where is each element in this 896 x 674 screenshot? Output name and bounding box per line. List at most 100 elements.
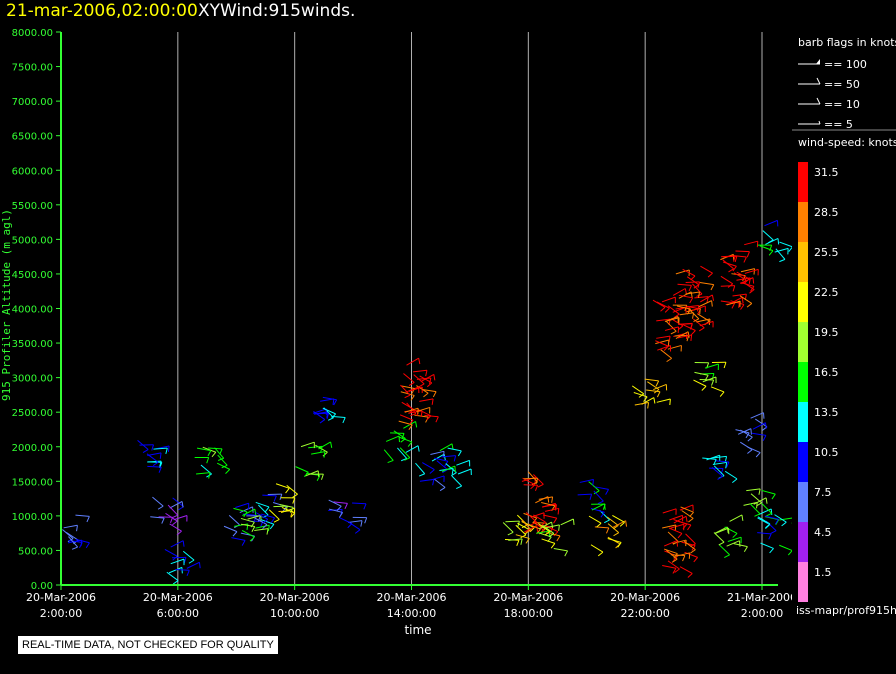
wind-barb-flag: [653, 397, 656, 404]
y-tick-label: 500.00: [18, 546, 53, 557]
wind-barb: [702, 457, 717, 460]
wind-barb: [147, 465, 162, 468]
wind-barb-flag: [208, 472, 211, 479]
wind-barb-flag: [746, 251, 750, 258]
wind-barb: [740, 268, 755, 273]
wind-barb: [456, 459, 470, 466]
wind-barb: [169, 523, 182, 532]
wind-barb: [710, 386, 725, 393]
wind-barb-flag: [431, 398, 434, 405]
wind-barb-flag: [161, 517, 165, 524]
y-tick-label: 8000.00: [12, 28, 53, 39]
wind-barb-flag: [151, 444, 154, 451]
wind-barb: [311, 451, 325, 455]
wind-barb: [774, 247, 789, 253]
wind-barb: [560, 518, 574, 526]
wind-barb: [393, 430, 406, 439]
wind-barb: [424, 414, 439, 418]
wind-barb-flag: [520, 538, 523, 545]
wind-barb: [328, 499, 342, 507]
wind-barb-flag: [254, 508, 257, 516]
wind-barb-flag: [572, 518, 575, 526]
wind-barb-flag: [724, 554, 730, 558]
wind-barb-flag: [605, 527, 610, 534]
wind-barb-flag: [342, 417, 346, 424]
wind-barb-flag: [686, 335, 690, 342]
wind-barb-flag: [268, 525, 270, 532]
wind-barb-flag: [719, 391, 725, 397]
wind-barb: [733, 543, 748, 548]
wind-barb: [677, 283, 692, 286]
wind-barb-flag: [690, 323, 693, 330]
wind-barb-flag: [762, 435, 767, 441]
wind-barb-flag: [404, 457, 411, 461]
barb-legend-items: == 100 == 50 == 10 == 5: [798, 58, 867, 131]
wind-barb-flag: [750, 286, 755, 292]
wind-barb: [726, 300, 741, 306]
wind-barb-flag: [167, 445, 170, 452]
wind-barb: [166, 571, 179, 581]
y-axis-title: 915 Profiler Altitude (m agl): [0, 209, 13, 401]
wind-barb: [685, 291, 700, 295]
wind-barb: [457, 468, 472, 475]
wind-barb-flag: [619, 521, 625, 527]
wind-barb: [527, 523, 541, 530]
wind-barb: [217, 454, 228, 466]
wind-barb-flag: [410, 395, 415, 401]
wind-barb: [305, 470, 319, 477]
y-tick-label: 7500.00: [12, 63, 53, 74]
wind-barb: [254, 528, 269, 532]
wind-barb: [242, 508, 256, 517]
wind-barb: [260, 519, 275, 525]
wind-barb: [419, 375, 433, 384]
wind-barb: [719, 544, 730, 556]
wind-barb-flag: [407, 441, 413, 447]
wind-barb-flag: [443, 454, 446, 461]
wind-barb: [779, 241, 793, 248]
wind-barb: [724, 526, 738, 534]
wind-barb: [752, 422, 766, 430]
wind-barb: [764, 219, 778, 227]
speed-color-swatch: [798, 402, 808, 442]
wind-barb-flag: [723, 362, 727, 369]
wind-barb-flag: [685, 516, 688, 523]
wind-barb: [670, 554, 685, 557]
wind-barb-flag: [404, 394, 411, 399]
speed-color-swatch: [798, 322, 808, 362]
wind-barb: [755, 418, 768, 428]
wind-barb: [542, 504, 557, 508]
wind-barb: [308, 445, 323, 449]
wind-barb-flag: [451, 472, 457, 477]
x-ticks: 20-Mar-2006 2:00:00 20-Mar-2006 6:00:00 20-M…: [26, 585, 797, 620]
x-tick-date: 20-Mar-2006: [493, 591, 563, 604]
wind-barb: [167, 504, 179, 516]
wind-barb: [682, 268, 696, 277]
wind-barb-flag: [732, 265, 737, 272]
wind-barb-flag: [172, 580, 179, 585]
wind-barb-flag: [625, 520, 628, 527]
wind-barb: [593, 490, 604, 502]
wind-barb: [216, 462, 230, 470]
wind-barb-flag: [410, 413, 417, 417]
y-tick-label: 6000.00: [12, 166, 53, 177]
wind-barb-flag: [767, 239, 774, 244]
wind-barb: [757, 532, 772, 535]
wind-barb-flag: [326, 413, 330, 420]
wind-barb: [255, 501, 270, 508]
wind-barb-flag: [698, 327, 705, 332]
wind-barb-flag: [711, 300, 713, 307]
wind-barb-flag: [593, 490, 600, 495]
wind-barb-flag: [211, 451, 217, 458]
wind-barb-flag: [764, 422, 767, 429]
x-tick-time: 2:00:00: [741, 607, 783, 620]
wind-barb-flag: [754, 513, 761, 517]
wind-barb: [419, 398, 434, 402]
wind-barb-flag: [556, 535, 561, 542]
wind-barb-flag: [770, 530, 777, 534]
x-tick-time: 22:00:00: [620, 607, 669, 620]
wind-barb-flag: [401, 457, 407, 462]
x-tick-time: 6:00:00: [157, 607, 199, 620]
wind-barb: [257, 504, 269, 516]
wind-barb: [286, 484, 298, 495]
y-tick-label: 6500.00: [12, 132, 53, 143]
